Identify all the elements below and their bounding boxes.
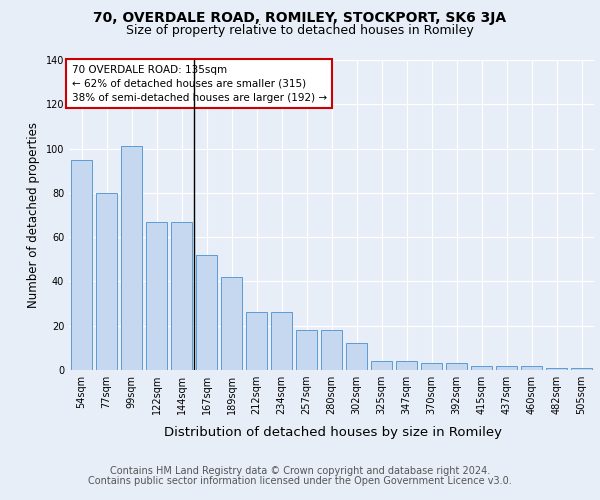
Text: Contains public sector information licensed under the Open Government Licence v3: Contains public sector information licen… <box>88 476 512 486</box>
Bar <box>346 344 367 370</box>
Bar <box>121 146 142 370</box>
Bar <box>146 222 167 370</box>
Bar <box>371 361 392 370</box>
Bar <box>296 330 317 370</box>
Bar <box>271 312 292 370</box>
Bar <box>446 364 467 370</box>
Bar <box>546 368 567 370</box>
Text: Contains HM Land Registry data © Crown copyright and database right 2024.: Contains HM Land Registry data © Crown c… <box>110 466 490 476</box>
Text: Distribution of detached houses by size in Romiley: Distribution of detached houses by size … <box>164 426 502 439</box>
Bar <box>496 366 517 370</box>
Bar <box>196 255 217 370</box>
Bar <box>421 364 442 370</box>
Bar <box>221 277 242 370</box>
Y-axis label: Number of detached properties: Number of detached properties <box>27 122 40 308</box>
Text: 70, OVERDALE ROAD, ROMILEY, STOCKPORT, SK6 3JA: 70, OVERDALE ROAD, ROMILEY, STOCKPORT, S… <box>94 11 506 25</box>
Bar <box>571 368 592 370</box>
Bar <box>71 160 92 370</box>
Bar <box>321 330 342 370</box>
Bar <box>521 366 542 370</box>
Bar <box>471 366 492 370</box>
Bar <box>396 361 417 370</box>
Bar <box>246 312 267 370</box>
Text: Size of property relative to detached houses in Romiley: Size of property relative to detached ho… <box>126 24 474 37</box>
Text: 70 OVERDALE ROAD: 135sqm
← 62% of detached houses are smaller (315)
38% of semi-: 70 OVERDALE ROAD: 135sqm ← 62% of detach… <box>71 64 327 102</box>
Bar <box>96 193 117 370</box>
Bar <box>171 222 192 370</box>
